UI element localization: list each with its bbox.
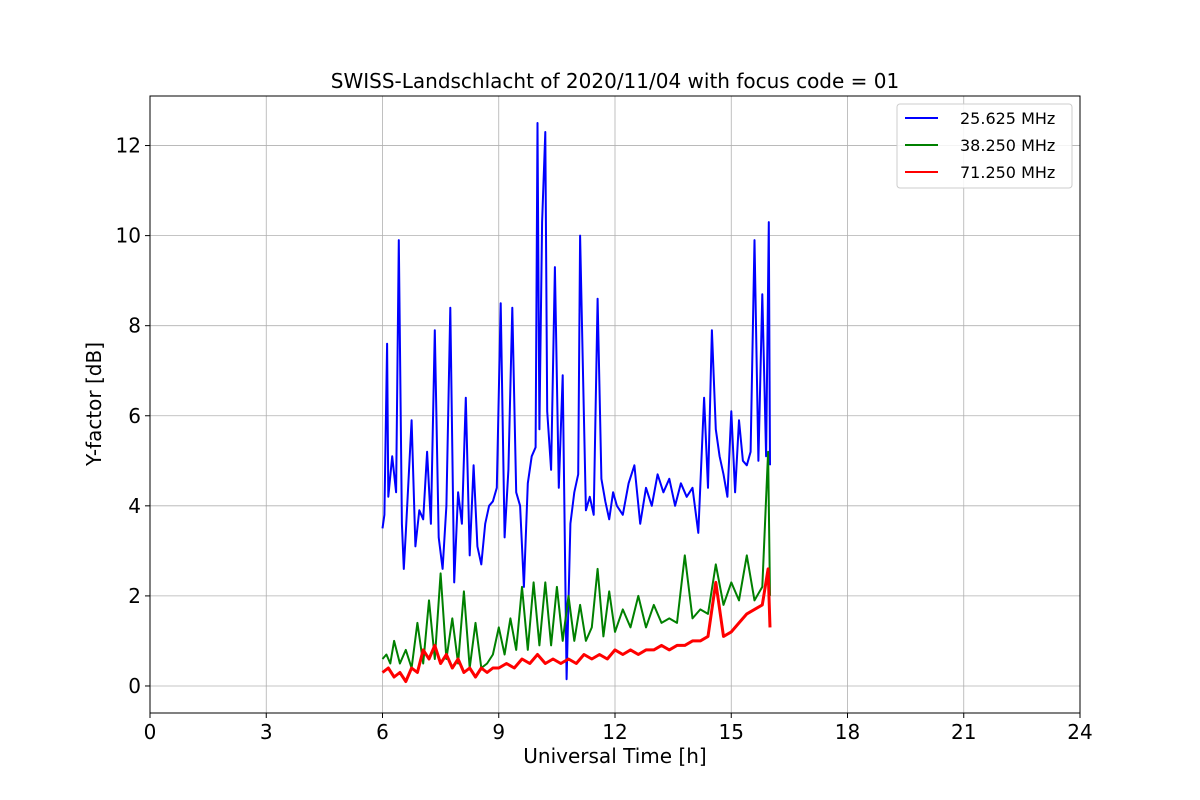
y-tick-label: 2: [128, 584, 141, 608]
series-line-2: [381, 450, 771, 669]
x-tick-label: 18: [835, 720, 860, 744]
y-tick-label: 0: [128, 674, 141, 698]
legend-frame: [896, 103, 1073, 189]
chart-title: SWISS-Landschlacht of 2020/11/04 with fo…: [331, 69, 899, 93]
series-line-3: [381, 567, 772, 683]
y-tick-label: 6: [128, 404, 141, 428]
x-tick-label: 15: [719, 720, 744, 744]
legend-label-series-2: 38.250 MHz: [960, 136, 1055, 155]
legend-label-series-1: 25.625 MHz: [960, 109, 1055, 128]
plot-series: [381, 122, 772, 683]
x-tick-label: 24: [1067, 720, 1092, 744]
x-tick-label: 0: [144, 720, 157, 744]
legend-label-series-3: 71.250 MHz: [960, 163, 1055, 182]
x-tick-label: 3: [260, 720, 273, 744]
x-axis-label: Universal Time [h]: [523, 744, 706, 768]
y-tick-label: 12: [116, 134, 141, 158]
y-tick-label: 10: [116, 224, 141, 248]
series-line-1: [381, 122, 771, 681]
x-tick-label: 21: [951, 720, 976, 744]
y-tick-label: 4: [128, 494, 141, 518]
x-tick-label: 12: [602, 720, 627, 744]
x-tick-label: 9: [492, 720, 505, 744]
legend: 25.625 MHz 38.250 MHz 71.250 MHz: [896, 103, 1073, 189]
y-axis-label: Y-factor [dB]: [82, 342, 106, 467]
x-tick-label: 6: [376, 720, 389, 744]
y-tick-label: 8: [128, 314, 141, 338]
